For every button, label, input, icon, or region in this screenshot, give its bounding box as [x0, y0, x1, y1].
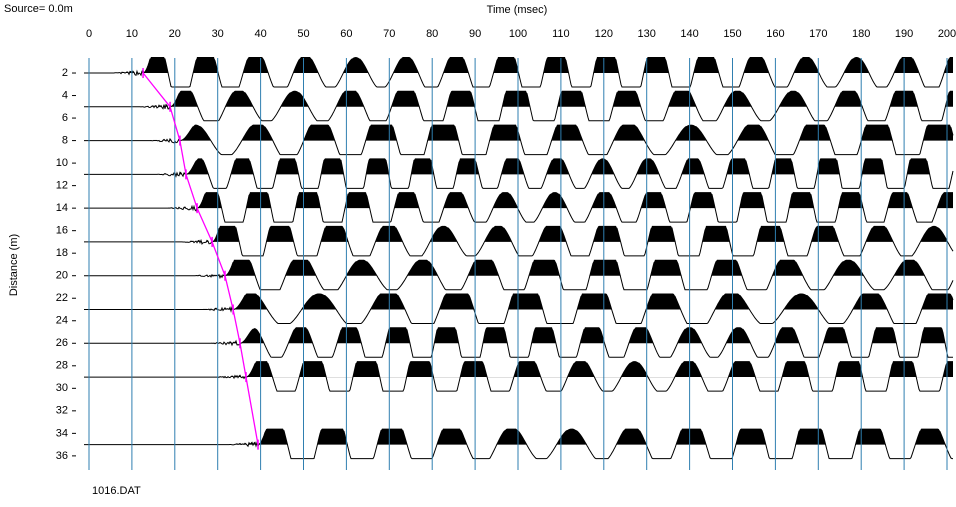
trace-fill — [84, 327, 953, 344]
trace-fill — [84, 192, 953, 209]
x-tick-label: 40 — [254, 28, 266, 40]
y-tick-label: 34 — [56, 427, 68, 439]
y-tick-label: 2 — [62, 67, 68, 79]
x-tick-label: 70 — [383, 28, 395, 40]
y-tick-label: 6 — [62, 112, 68, 124]
file-label: 1016.DAT — [92, 485, 141, 497]
x-tick-label: 190 — [895, 28, 913, 40]
x-tick-label: 140 — [680, 28, 698, 40]
x-tick-label: 60 — [340, 28, 352, 40]
y-axis-title: Distance (m) — [8, 234, 20, 296]
y-tick-label: 26 — [56, 337, 68, 349]
x-tick-label: 110 — [552, 28, 570, 40]
x-axis-title: Time (msec) — [487, 4, 548, 16]
x-tick-label: 90 — [469, 28, 481, 40]
y-tick-label: 4 — [62, 89, 68, 101]
x-tick-label: 150 — [723, 28, 741, 40]
y-tick-label: 30 — [56, 382, 68, 394]
y-tick-label: 16 — [56, 225, 68, 237]
y-tick-label: 24 — [56, 315, 68, 327]
x-tick-label: 30 — [212, 28, 224, 40]
y-tick-label: 14 — [56, 202, 68, 214]
y-tick-label: 20 — [56, 270, 68, 282]
x-tick-label: 50 — [297, 28, 309, 40]
x-tick-label: 180 — [852, 28, 870, 40]
trace-fill — [84, 259, 953, 276]
y-tick-label: 32 — [56, 405, 68, 417]
x-tick-label: 80 — [426, 28, 438, 40]
y-tick-label: 12 — [56, 180, 68, 192]
x-tick-label: 120 — [595, 28, 613, 40]
x-tick-label: 200 — [938, 28, 956, 40]
y-tick-label: 36 — [56, 450, 68, 462]
y-tick-label: 18 — [56, 247, 68, 259]
x-tick-label: 20 — [169, 28, 181, 40]
y-tick-label: 22 — [56, 292, 68, 304]
y-tick-label: 28 — [56, 360, 68, 372]
trace-fill — [84, 225, 953, 242]
x-tick-label: 170 — [809, 28, 827, 40]
x-tick-label: 100 — [509, 28, 527, 40]
trace-fill — [84, 57, 953, 74]
x-tick-label: 0 — [86, 28, 92, 40]
y-tick-label: 10 — [56, 157, 68, 169]
x-tick-label: 130 — [638, 28, 656, 40]
x-tick-label: 160 — [766, 28, 784, 40]
x-tick-label: 10 — [126, 28, 138, 40]
y-tick-label: 8 — [62, 134, 68, 146]
source-label: Source= 0.0m — [4, 3, 73, 15]
